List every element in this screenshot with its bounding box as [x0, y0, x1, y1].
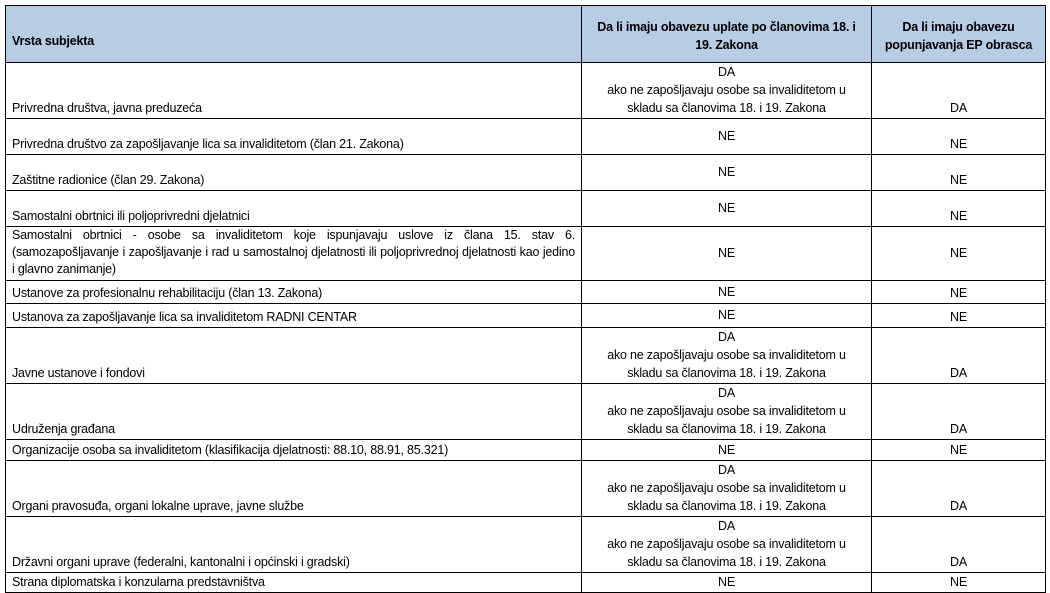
payment-value: NE — [718, 129, 735, 143]
table-row: Strana diplomatska i konzularna predstav… — [5, 572, 1046, 593]
subject-cell: Privredna društvo za zapošljavanje lica … — [5, 118, 582, 155]
header-payment-obligation: Da li imaju obavezu uplate po članovima … — [581, 5, 872, 63]
table-row: Privredna društvo za zapošljavanje lica … — [5, 118, 1046, 155]
ep-form-cell: NE — [871, 439, 1046, 461]
payment-obligation-cell: NE — [581, 572, 872, 593]
payment-value: NE — [718, 201, 735, 215]
payment-note: ako ne zapošljavaju osobe sa invaliditet… — [607, 404, 846, 436]
ep-form-cell: NE — [871, 118, 1046, 155]
payment-obligation-cell: NE — [581, 280, 872, 304]
payment-obligation-cell: NE — [581, 154, 872, 191]
payment-obligation-cell: DA ako ne zapošljavaju osobe sa invalidit… — [581, 62, 872, 119]
payment-value: DA — [718, 463, 735, 477]
table-row: Privredna društva, javna preduzeća DA ako … — [5, 62, 1046, 119]
payment-value: NE — [718, 165, 735, 179]
ep-form-cell: NE — [871, 280, 1046, 304]
table-row: Samostalni obrtnici ili poljoprivredni d… — [5, 190, 1046, 227]
ep-form-cell: DA — [871, 460, 1046, 517]
subject-cell: Zaštitne radionice (član 29. Zakona) — [5, 154, 582, 191]
table-row: Ustanove za profesionalnu rehabilitaciju… — [5, 280, 1046, 304]
payment-value: NE — [718, 575, 735, 589]
payment-value: NE — [718, 246, 735, 260]
ep-form-cell: DA — [871, 516, 1046, 573]
table-row: Organi pravosuđa, organi lokalne uprave,… — [5, 460, 1046, 517]
payment-obligation-cell: NE — [581, 439, 872, 461]
ep-form-cell: NE — [871, 154, 1046, 191]
payment-value: NE — [718, 442, 735, 457]
payment-note: ako ne zapošljavaju osobe sa invaliditet… — [607, 481, 846, 513]
ep-form-cell: DA — [871, 62, 1046, 119]
subject-cell: Državni organi uprave (federalni, kanton… — [5, 516, 582, 573]
subject-cell: Organizacije osoba sa invaliditetom (kla… — [5, 439, 582, 461]
payment-note: ako ne zapošljavaju osobe sa invaliditet… — [607, 537, 846, 569]
table-header-row: Vrsta subjekta Da li imaju obavezu uplat… — [5, 5, 1046, 63]
subject-cell: Samostalni obrtnici - osobe sa invalidit… — [5, 226, 582, 281]
payment-obligation-cell: DA ako ne zapošljavaju osobe sa invalidit… — [581, 516, 872, 573]
payment-value: DA — [718, 386, 735, 400]
payment-obligation-cell: NE — [581, 303, 872, 328]
header-subject-type: Vrsta subjekta — [5, 5, 582, 63]
payment-obligation-cell: NE — [581, 226, 872, 281]
payment-obligation-cell: NE — [581, 190, 872, 227]
ep-form-cell: NE — [871, 572, 1046, 593]
subject-cell: Strana diplomatska i konzularna predstav… — [5, 572, 582, 593]
table-row: Zaštitne radionice (član 29. Zakona) NE NE — [5, 154, 1046, 191]
obligations-table: Vrsta subjekta Da li imaju obavezu uplat… — [5, 5, 1046, 593]
payment-note: ako ne zapošljavaju osobe sa invaliditet… — [607, 348, 846, 380]
payment-obligation-cell: DA ako ne zapošljavaju osobe sa invalidit… — [581, 327, 872, 384]
payment-value: DA — [718, 330, 735, 344]
table-row: Ustanova za zapošljavanje lica sa invali… — [5, 303, 1046, 328]
payment-value: DA — [718, 65, 735, 79]
ep-form-cell: NE — [871, 226, 1046, 281]
payment-obligation-cell: DA ako ne zapošljavaju osobe sa invalidit… — [581, 460, 872, 517]
subject-cell: Privredna društva, javna preduzeća — [5, 62, 582, 119]
subject-cell: Samostalni obrtnici ili poljoprivredni d… — [5, 190, 582, 227]
subject-cell: Javne ustanove i fondovi — [5, 327, 582, 384]
subject-cell: Organi pravosuđa, organi lokalne uprave,… — [5, 460, 582, 517]
payment-obligation-cell: DA ako ne zapošljavaju osobe sa invalidit… — [581, 383, 872, 440]
ep-form-cell: DA — [871, 327, 1046, 384]
table-row: Samostalni obrtnici - osobe sa invalidit… — [5, 226, 1046, 281]
ep-form-cell: NE — [871, 190, 1046, 227]
subject-cell: Udruženja građana — [5, 383, 582, 440]
table-row: Organizacije osoba sa invaliditetom (kla… — [5, 439, 1046, 461]
payment-value: NE — [718, 284, 735, 299]
payment-obligation-cell: NE — [581, 118, 872, 155]
subject-cell: Ustanova za zapošljavanje lica sa invali… — [5, 303, 582, 328]
subject-cell: Ustanove za profesionalnu rehabilitaciju… — [5, 280, 582, 304]
payment-value: DA — [718, 519, 735, 533]
payment-note: ako ne zapošljavaju osobe sa invaliditet… — [607, 83, 846, 115]
header-ep-form-obligation: Da li imaju obavezu popunjavanja EP obra… — [871, 5, 1046, 63]
ep-form-cell: NE — [871, 303, 1046, 328]
ep-form-cell: DA — [871, 383, 1046, 440]
payment-value: NE — [718, 308, 735, 322]
table-row: Udruženja građana DA ako ne zapošljavaju o… — [5, 383, 1046, 440]
table-row: Državni organi uprave (federalni, kanton… — [5, 516, 1046, 573]
table-row: Javne ustanove i fondovi DA ako ne zapošlj… — [5, 327, 1046, 384]
